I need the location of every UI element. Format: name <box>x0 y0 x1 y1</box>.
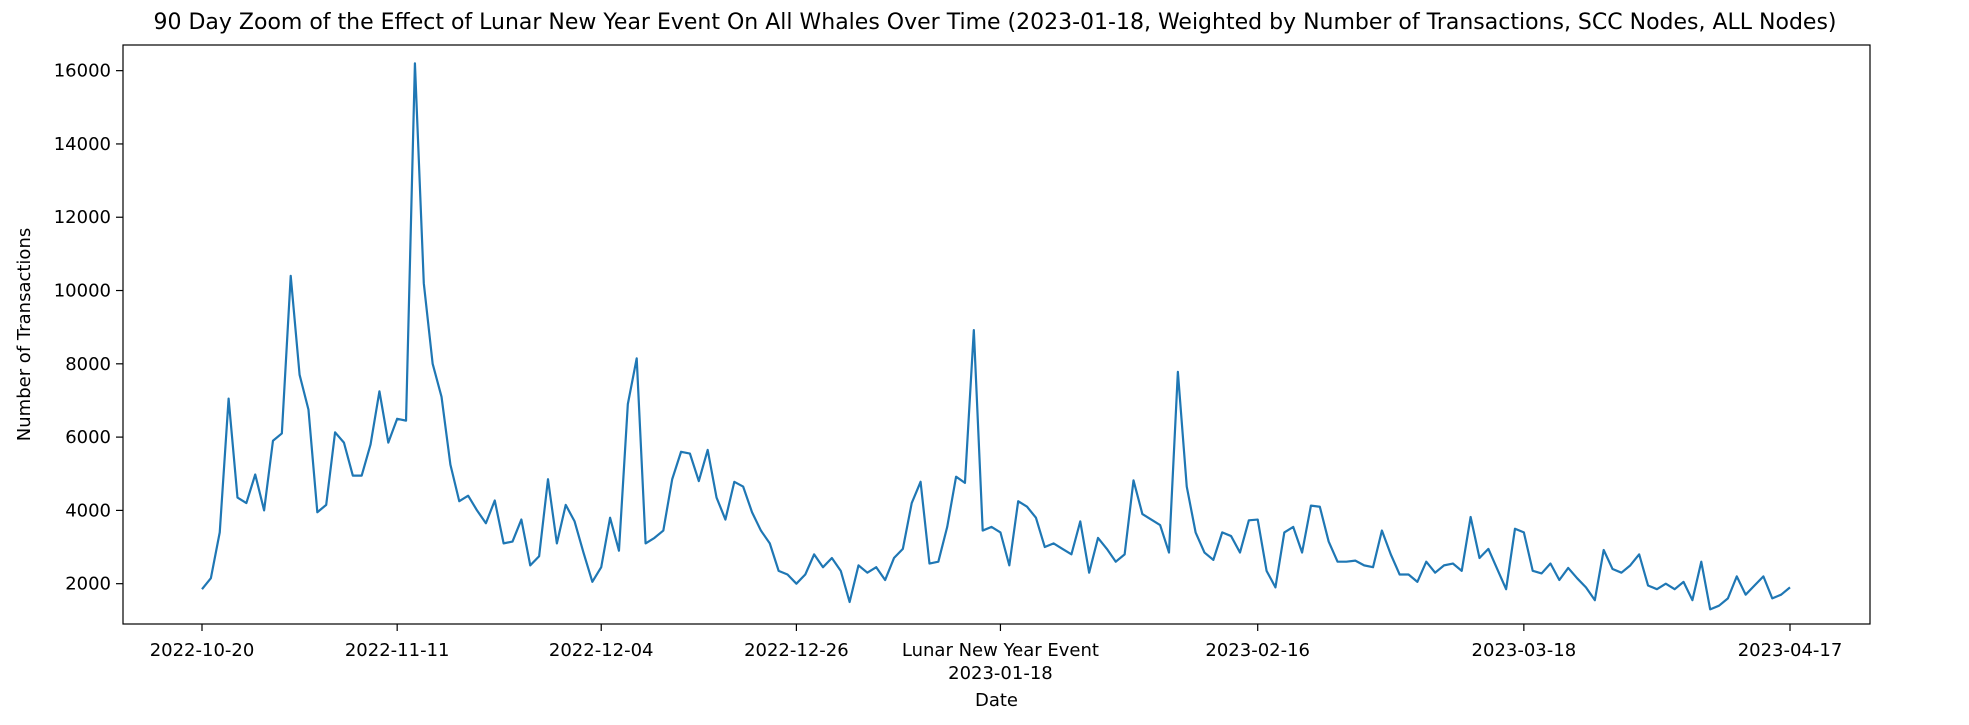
x-tick-label: 2023-03-18 <box>1472 640 1577 661</box>
y-tick-label: 10000 <box>54 281 111 302</box>
y-tick-label: 8000 <box>65 354 111 375</box>
y-axis-label: Number of Transactions <box>14 228 35 441</box>
y-tick-label: 2000 <box>65 574 111 595</box>
chart-title: 90 Day Zoom of the Effect of Lunar New Y… <box>154 10 1837 35</box>
y-tick-label: 4000 <box>65 500 111 521</box>
x-tick-label: 2022-10-20 <box>150 640 255 661</box>
y-axis: 2000 4000 6000 8000 10000 12000 14000 16000 <box>54 61 123 595</box>
x-tick-label: 2023-02-16 <box>1205 640 1310 661</box>
y-tick-label: 14000 <box>54 134 111 155</box>
y-tick-label: 12000 <box>54 207 111 228</box>
x-tick-label: 2022-11-11 <box>345 640 450 661</box>
series-line <box>201 62 1791 611</box>
x-axis: 2022-10-20 2022-11-11 2022-12-04 2022-12-26… <box>150 624 1843 684</box>
x-tick-label: 2023-01-18 <box>948 663 1053 684</box>
event-annotation: Lunar New Year Event <box>902 640 1099 661</box>
y-tick-label: 16000 <box>54 61 111 82</box>
x-tick-label: 2022-12-04 <box>549 640 654 661</box>
y-tick-label: 6000 <box>65 427 111 448</box>
x-axis-label: Date <box>975 690 1018 711</box>
x-tick-label: 2023-04-17 <box>1738 640 1843 661</box>
plot-area <box>122 44 1871 625</box>
x-tick-label: 2022-12-26 <box>744 640 849 661</box>
